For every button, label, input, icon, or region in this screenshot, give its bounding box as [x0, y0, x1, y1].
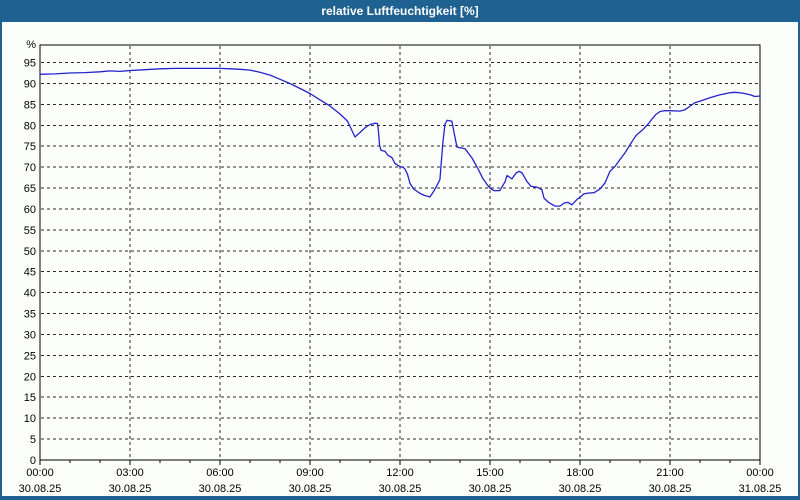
- x-time-label: 18:00: [566, 467, 594, 479]
- y-tick-label: 90: [24, 78, 36, 90]
- x-time-label: 12:00: [386, 467, 414, 479]
- y-tick-label: 25: [24, 350, 36, 362]
- x-time-label: 21:00: [656, 467, 684, 479]
- y-tick-label: 30: [24, 329, 36, 341]
- y-tick-label: 0: [30, 455, 36, 467]
- x-date-label: 30.08.25: [199, 483, 242, 495]
- x-date-label: 31.08.25: [739, 483, 782, 495]
- window-title: relative Luftfeuchtigkeit [%]: [321, 4, 479, 18]
- x-date-label: 30.08.25: [559, 483, 602, 495]
- y-tick-label: 5: [30, 434, 36, 446]
- y-tick-label: 75: [24, 141, 36, 153]
- title-bar: relative Luftfeuchtigkeit [%]: [0, 0, 800, 22]
- x-time-label: 15:00: [476, 467, 504, 479]
- y-tick-label: 20: [24, 371, 36, 383]
- y-tick-label: 60: [24, 204, 36, 216]
- x-date-label: 30.08.25: [19, 483, 62, 495]
- y-tick-label: 80: [24, 120, 36, 132]
- y-tick-label: 45: [24, 267, 36, 279]
- x-date-label: 30.08.25: [379, 483, 422, 495]
- x-time-label: 03:00: [116, 467, 144, 479]
- y-tick-label: 85: [24, 99, 36, 111]
- chart-content: % 5 10 15 20 25 30 35 40 45 50 55 60 65 70 75 80 85 90 95 0 0…: [2, 22, 798, 496]
- x-time-label: 00:00: [26, 467, 54, 479]
- y-tick-label: 10: [24, 413, 36, 425]
- y-tick-label: 15: [24, 392, 36, 404]
- y-tick-label: 70: [24, 162, 36, 174]
- x-date-label: 30.08.25: [649, 483, 692, 495]
- humidity-line-chart: %510152025303540455055606570758085909500…: [19, 39, 782, 495]
- x-date-label: 30.08.25: [469, 483, 512, 495]
- x-time-label: 00:00: [746, 467, 774, 479]
- y-tick-label: 65: [24, 183, 36, 195]
- x-date-label: 30.08.25: [109, 483, 152, 495]
- y-tick-label: 40: [24, 288, 36, 300]
- y-tick-label: 55: [24, 225, 36, 237]
- y-tick-label: 50: [24, 246, 36, 258]
- y-tick-label: 95: [24, 58, 36, 70]
- y-tick-label: 35: [24, 309, 36, 321]
- x-time-label: 09:00: [296, 467, 324, 479]
- y-axis-unit-label: %: [26, 39, 36, 51]
- x-date-label: 30.08.25: [289, 483, 332, 495]
- x-time-label: 06:00: [206, 467, 234, 479]
- humidity-series-line: [39, 67, 761, 207]
